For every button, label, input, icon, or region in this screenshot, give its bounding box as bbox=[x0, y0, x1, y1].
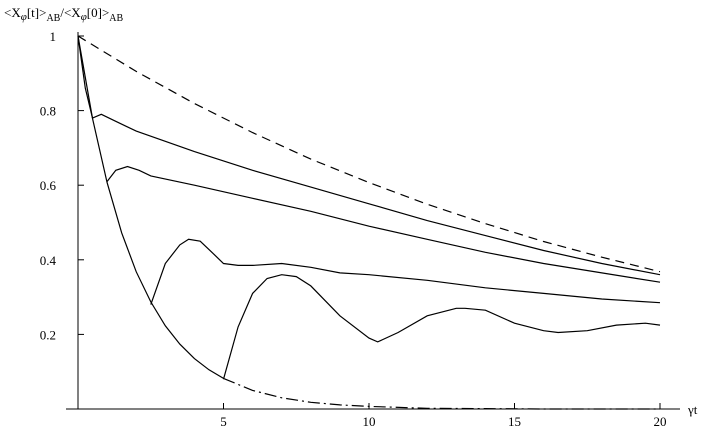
y-axis-label: <Xφ[t]>AB/<Xφ[0]>AB bbox=[4, 5, 124, 24]
y-tick-label: 1 bbox=[50, 29, 57, 44]
y-axis-label-part: AB bbox=[46, 13, 60, 24]
curve bbox=[223, 377, 660, 410]
y-tick-label: 0.6 bbox=[40, 178, 57, 193]
x-tick-label: 15 bbox=[508, 414, 521, 429]
curve bbox=[150, 238, 661, 305]
y-axis-label-part: [0]> bbox=[87, 5, 110, 20]
y-tick-label: 0.8 bbox=[40, 104, 56, 119]
x-axis-label: γt bbox=[687, 402, 698, 417]
y-axis-label-part: φ bbox=[21, 11, 27, 23]
y-axis-label-part: /<X bbox=[60, 5, 81, 20]
y-axis-label-part: [t]> bbox=[27, 5, 47, 20]
x-tick-label: 20 bbox=[654, 414, 667, 429]
x-tick-label: 10 bbox=[363, 414, 376, 429]
curve bbox=[222, 274, 661, 380]
curve bbox=[106, 165, 661, 283]
y-tick-label: 0.4 bbox=[40, 253, 57, 268]
curve bbox=[77, 35, 224, 379]
curve bbox=[77, 35, 661, 276]
y-axis-label-part: <X bbox=[4, 5, 21, 20]
x-tick-label: 5 bbox=[220, 414, 227, 429]
y-axis-label-part: AB bbox=[109, 13, 123, 24]
y-axis-label-part: φ bbox=[81, 11, 87, 23]
curve bbox=[77, 35, 661, 273]
y-tick-label: 0.2 bbox=[40, 327, 56, 342]
